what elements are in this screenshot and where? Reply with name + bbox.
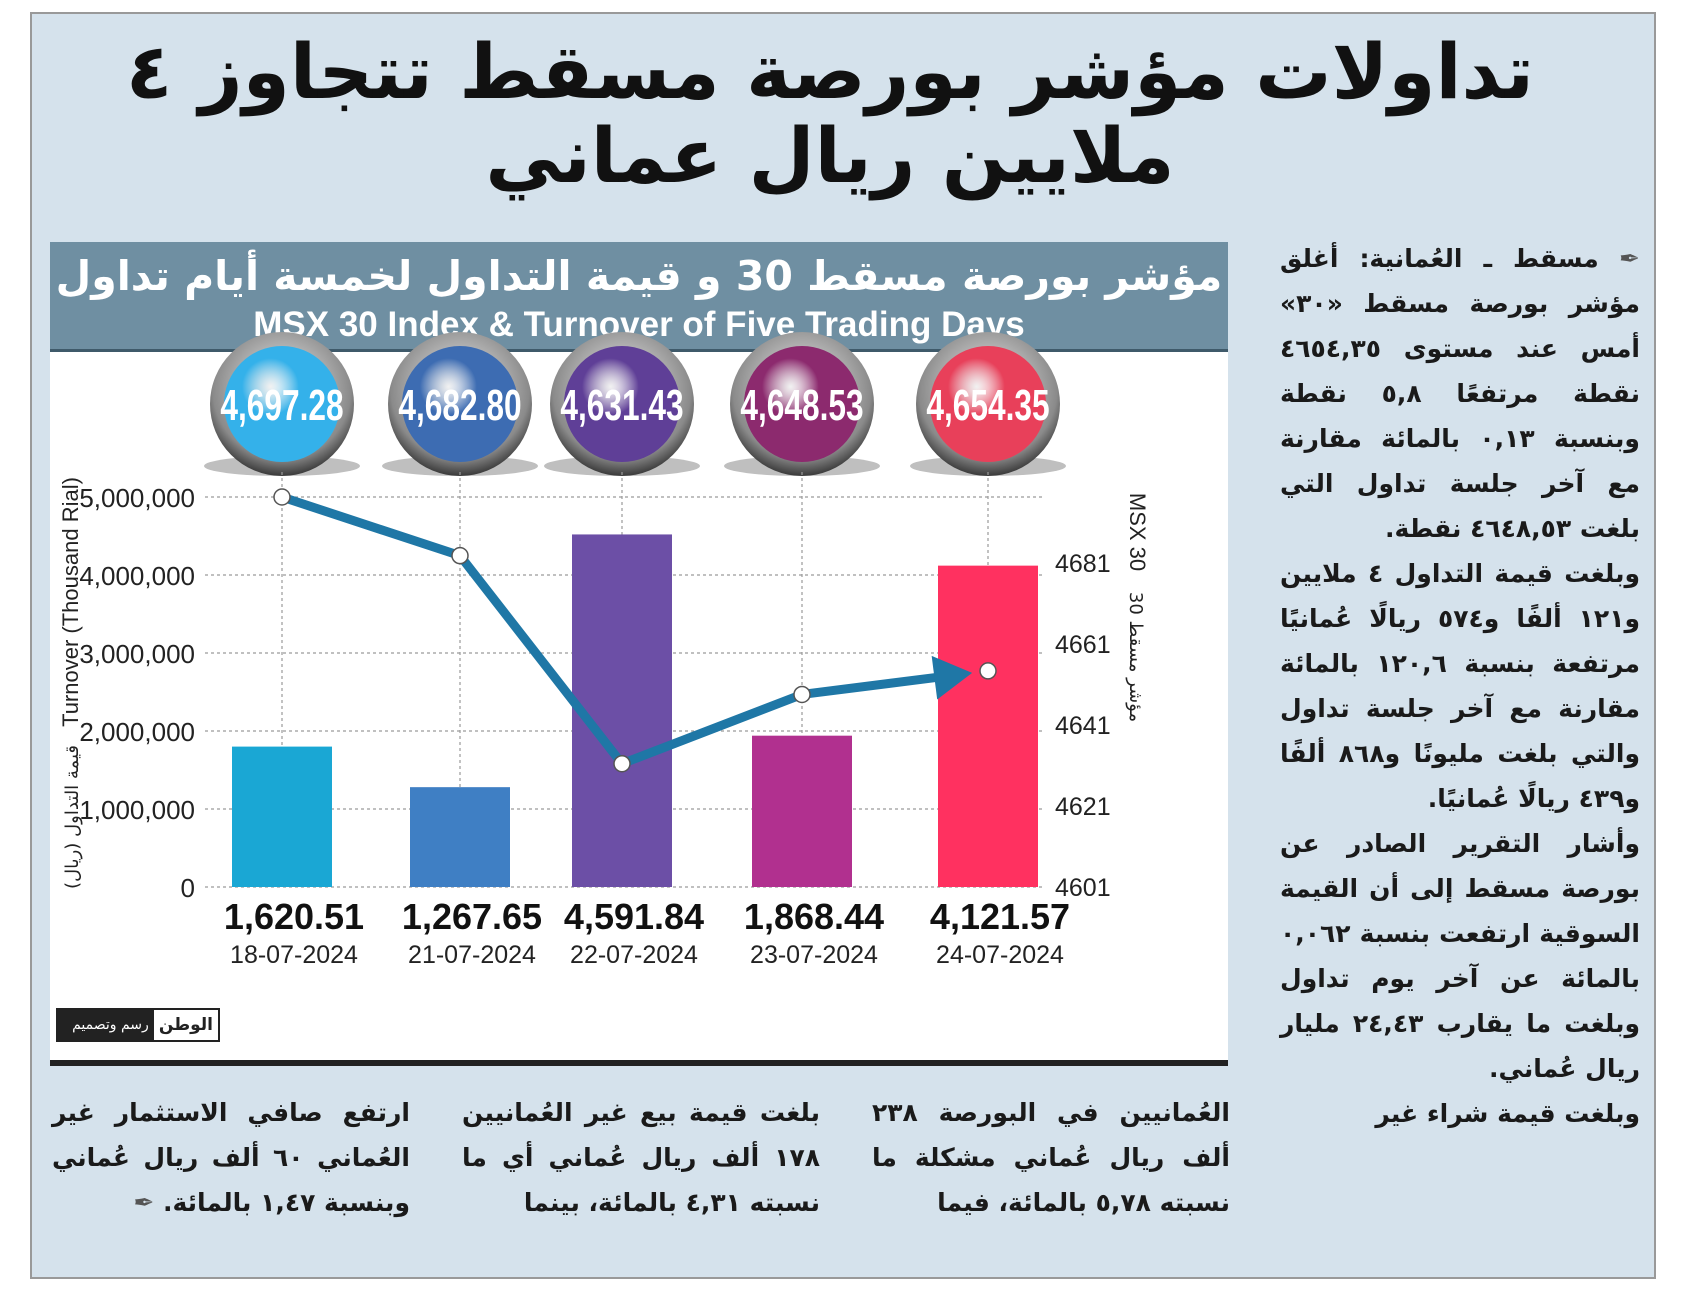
chart-svg: 4,697.28 4,682.80 4,631.43 4,648.53 4,654.35… xyxy=(58,332,1150,969)
y-left-tick-label: 1,000,000 xyxy=(79,795,195,825)
article-paragraph: وبلغت قيمة شراء غير xyxy=(1375,1099,1640,1128)
date-label: 22-07-2024 xyxy=(570,941,698,969)
date-label: 21-07-2024 xyxy=(408,941,536,969)
bubble-fill xyxy=(930,346,1046,462)
y-right-axis-title-en: MSX 30 xyxy=(1125,493,1150,571)
y-left-axis-title-ar: قيمة التداول (ريال) xyxy=(62,745,83,889)
index-bubbles: 4,697.28 4,682.80 4,631.43 4,648.53 4,654.35 xyxy=(204,332,1066,476)
y-left-tick-label: 5,000,000 xyxy=(79,483,195,513)
y-right-tick-label: 4661 xyxy=(1055,631,1111,659)
headline: تداولات مؤشر بورصة مسقط تتجاوز ٤ ملايين … xyxy=(126,27,1535,200)
pen-end-icon: ✒ xyxy=(133,1188,155,1217)
credit-text: رسم وتصميم xyxy=(72,1017,149,1033)
y-right-tick-label: 4681 xyxy=(1055,550,1111,578)
msx30-point xyxy=(273,488,291,506)
pen-icon: ✒ xyxy=(1598,244,1640,273)
y-right-tick-label: 4641 xyxy=(1055,712,1111,740)
turnover-bars xyxy=(232,534,1038,887)
turnover-bar xyxy=(938,565,1038,887)
credit-box: الوطن رسم وتصميم xyxy=(56,1008,220,1042)
article-column-bottom-1: العُمانيين في البورصة ٢٣٨ ألف ريال عُمان… xyxy=(872,1098,1230,1217)
article-paragraph-end: ارتفع صافي الاستثمار غير العُماني ٦٠ ألف… xyxy=(52,1098,410,1217)
y-right-axis-title-ar: مؤشر مسقط 30 xyxy=(1125,592,1146,722)
turnover-value-label: 4,121.57 xyxy=(930,896,1070,937)
y-right-tick-label: 4621 xyxy=(1055,793,1111,821)
newspaper-logo: الوطن xyxy=(153,1010,218,1040)
y-left-axis-title-en: Turnover (Thousand Rial) xyxy=(58,477,83,727)
category-labels: 1,620.51 18-07-2024 1,267.65 21-07-2024 4,59… xyxy=(224,896,1070,969)
y-left-tick-label: 3,000,000 xyxy=(79,639,195,669)
bubble-fill xyxy=(224,346,340,462)
msx30-point xyxy=(613,754,631,773)
turnover-bar xyxy=(752,735,852,887)
index-value-label: 4,648.53 xyxy=(740,381,863,430)
index-value-label: 4,697.28 xyxy=(220,381,343,430)
article-column-bottom-2: بلغت قيمة بيع غير العُمانيين ١٧٨ ألف ريا… xyxy=(462,1098,820,1217)
turnover-value-label: 1,868.44 xyxy=(744,896,884,937)
turnover-value-label: 1,267.65 xyxy=(402,896,542,937)
y-left-tick-label: 0 xyxy=(181,873,195,903)
turnover-bar xyxy=(232,746,332,887)
date-label: 24-07-2024 xyxy=(936,941,1064,969)
msx30-point xyxy=(979,662,997,680)
turnover-value-label: 4,591.84 xyxy=(564,896,704,937)
y-left-tick-label: 2,000,000 xyxy=(79,717,195,747)
turnover-bar xyxy=(410,787,510,887)
index-value-label: 4,631.43 xyxy=(560,381,683,430)
chart-title-arabic: مؤشر بورصة مسقط 30 و قيمة التداول لخمسة … xyxy=(55,252,1223,300)
chart-panel: مؤشر بورصة مسقط 30 و قيمة التداول لخمسة … xyxy=(50,242,1228,1066)
chart-header: مؤشر بورصة مسقط 30 و قيمة التداول لخمسة … xyxy=(50,242,1228,352)
date-label: 23-07-2024 xyxy=(750,941,878,969)
index-value-label: 4,682.80 xyxy=(398,381,521,430)
bubble-fill xyxy=(402,346,518,462)
date-label: 18-07-2024 xyxy=(230,941,358,969)
article-paragraph: وأشار التقرير الصادر عن بورصة مسقط إلى أ… xyxy=(1280,829,1641,1083)
y-left-tick-label: 4,000,000 xyxy=(79,561,195,591)
msx30-line xyxy=(273,488,997,773)
axes: 0 1,000,000 2,000,000 3,000,000 4,000,000 5,0… xyxy=(58,477,1150,903)
msx30-point xyxy=(793,685,811,704)
bubble-fill xyxy=(744,346,860,462)
turnover-value-label: 1,620.51 xyxy=(224,896,364,937)
article-column-right: ✒ مسقط ـ العُمانية: أغلق مؤشر بورصة مسقط… xyxy=(1280,236,1640,1136)
index-value-label: 4,654.35 xyxy=(926,381,1049,430)
msx30-line-arrowhead xyxy=(931,655,973,700)
msx30-point xyxy=(451,546,469,565)
article-paragraph: ✒ مسقط ـ العُمانية: أغلق مؤشر بورصة مسقط… xyxy=(1280,244,1640,543)
turnover-bar xyxy=(572,534,672,887)
article-column-bottom-3: ارتفع صافي الاستثمار غير العُماني ٦٠ ألف… xyxy=(52,1090,410,1225)
article-paragraph: وبلغت قيمة التداول ٤ ملايين و١٢١ ألفًا و… xyxy=(1280,559,1640,813)
bubble-fill xyxy=(564,346,680,462)
y-right-tick-label: 4601 xyxy=(1055,874,1111,902)
